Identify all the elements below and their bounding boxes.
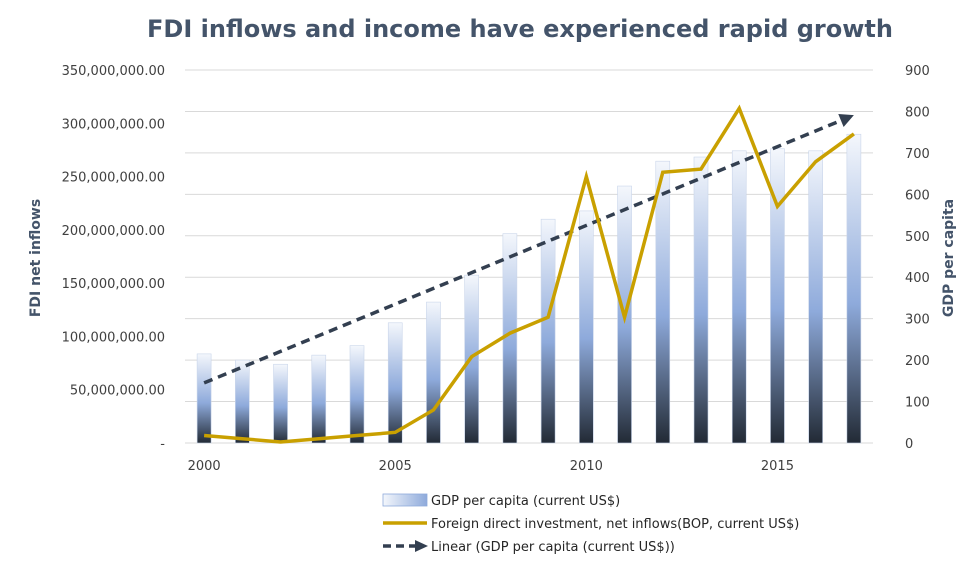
gdp-bar xyxy=(693,156,709,444)
gdp-bar xyxy=(235,359,250,444)
chart-title: FDI inflows and income have experienced … xyxy=(147,15,893,43)
gdp-bar xyxy=(655,160,671,444)
gdp-bar xyxy=(387,322,403,444)
left-tick-label: 250,000,000.00 xyxy=(62,171,165,186)
x-tick-label: 2015 xyxy=(761,459,794,474)
legend-swatch-gdp xyxy=(382,493,428,507)
legend-item-gdp: GDP per capita (current US$) xyxy=(382,493,620,509)
right-tick-label: 800 xyxy=(905,105,930,120)
left-tick-label: 100,000,000.00 xyxy=(62,330,165,345)
trendline-arrow-icon xyxy=(838,114,854,127)
fdi-line-path xyxy=(203,104,855,444)
right-tick-label: 500 xyxy=(905,230,930,245)
right-tick-label: 700 xyxy=(905,147,930,162)
left-tick-label: 350,000,000.00 xyxy=(62,64,165,79)
left-axis-ticks: - 50,000,000.00 100,000,000.00 150,000,000.… xyxy=(62,64,166,452)
gdp-bar xyxy=(273,363,288,444)
legend-label-gdp: GDP per capita (current US$) xyxy=(431,494,620,509)
trendline xyxy=(203,114,854,385)
left-tick-label: 50,000,000.00 xyxy=(70,384,165,399)
x-tick-label: 2000 xyxy=(188,459,221,474)
gdp-bar xyxy=(311,354,327,444)
fdi-line xyxy=(203,104,855,444)
gdp-bar xyxy=(770,148,785,444)
right-tick-label: 100 xyxy=(905,396,930,411)
x-tick-label: 2010 xyxy=(570,459,603,474)
right-axis-title: GDP per capita xyxy=(941,199,957,317)
right-tick-label: 900 xyxy=(905,64,930,79)
right-tick-label: 200 xyxy=(905,354,930,369)
left-tick-label: 150,000,000.00 xyxy=(62,277,165,292)
x-axis-ticks: 2000 2005 2010 2015 xyxy=(188,459,794,474)
left-tick-label: 200,000,000.00 xyxy=(62,224,165,239)
right-tick-label: 300 xyxy=(905,313,930,328)
right-axis-ticks: 0 100 200 300 400 500 600 700 800 900 xyxy=(905,64,930,452)
right-tick-label: 600 xyxy=(905,188,930,203)
right-tick-label: 0 xyxy=(905,437,913,452)
left-tick-label: - xyxy=(160,437,165,452)
gdp-bar xyxy=(540,218,556,444)
trendline-path xyxy=(203,118,842,385)
legend-arrow-icon xyxy=(415,540,428,552)
x-tick-label: 2005 xyxy=(379,459,412,474)
right-tick-label: 400 xyxy=(905,271,930,286)
gdp-bar xyxy=(808,150,823,444)
left-tick-label: 300,000,000.00 xyxy=(62,117,165,132)
gdp-bar xyxy=(731,150,747,444)
legend-label-trend: Linear (GDP per capita (current US$)) xyxy=(431,540,675,555)
gdp-bar xyxy=(196,353,212,444)
legend-label-fdi: Foreign direct investment, net inflows(B… xyxy=(431,517,799,532)
gridlines xyxy=(185,69,873,444)
legend-item-trend: Linear (GDP per capita (current US$)) xyxy=(383,540,675,555)
gdp-bar xyxy=(579,210,594,444)
gdp-bar xyxy=(846,133,862,444)
gdp-bars xyxy=(196,133,862,444)
legend-item-fdi: Foreign direct investment, net inflows(B… xyxy=(383,517,799,532)
gdp-bar xyxy=(349,345,365,444)
legend: GDP per capita (current US$) Foreign dir… xyxy=(382,493,799,555)
gdp-bar xyxy=(426,301,441,444)
left-axis-title: FDI net inflows xyxy=(28,199,44,317)
gdp-bar xyxy=(502,233,518,444)
